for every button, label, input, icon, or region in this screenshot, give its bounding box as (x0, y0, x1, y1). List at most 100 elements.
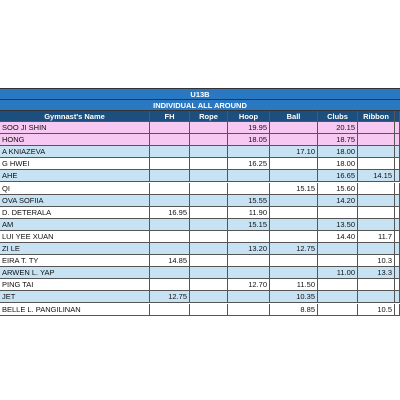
score-cell: 19.95 (228, 122, 270, 135)
score-cell (395, 158, 400, 171)
score-cell (270, 206, 318, 219)
score-cell (190, 255, 228, 268)
score-cell (358, 291, 395, 304)
score-cell: 15.15 (228, 218, 270, 231)
gymnast-name: G HWEI (0, 158, 150, 171)
score-cell (228, 146, 270, 159)
column-header: Clubs (318, 111, 358, 122)
gymnast-name: EIRA T. TY (0, 255, 150, 268)
gymnast-name: D. DETERALA (0, 206, 150, 219)
gymnast-name: SOO JI SHIN (0, 122, 150, 135)
score-cell (150, 218, 190, 231)
score-cell: 12.70 (228, 279, 270, 292)
score-cell: 15.55 (228, 194, 270, 207)
score-cell (190, 182, 228, 195)
score-cell: 14.40 (318, 230, 358, 243)
score-cell (395, 122, 400, 135)
score-cell (358, 243, 395, 256)
score-cell (228, 267, 270, 280)
column-header: Hoop (228, 111, 270, 122)
score-cell: 15.15 (270, 182, 318, 195)
column-header: Ball (270, 111, 318, 122)
score-cell (395, 182, 400, 195)
score-cell (395, 134, 400, 147)
score-cell (395, 170, 400, 183)
column-header: FH (150, 111, 190, 122)
score-cell (358, 218, 395, 231)
score-cell (395, 243, 400, 256)
score-cell (190, 218, 228, 231)
score-cell: 14.85 (150, 255, 190, 268)
score-cell (190, 134, 228, 147)
score-cell (150, 303, 190, 316)
score-cell (395, 230, 400, 243)
score-cell (150, 170, 190, 183)
score-cell (150, 146, 190, 159)
score-cell (270, 267, 318, 280)
score-cell: 13.3 (358, 267, 395, 280)
score-cell (190, 303, 228, 316)
score-cell: 13.50 (318, 218, 358, 231)
score-cell: 12.75 (150, 291, 190, 304)
gymnast-name: LUI YEE XUAN (0, 230, 150, 243)
score-cell (190, 206, 228, 219)
table-title: U13B (0, 88, 400, 100)
score-cell: 11.00 (318, 267, 358, 280)
score-cell (228, 182, 270, 195)
score-cell (228, 291, 270, 304)
gymnast-name: QI (0, 182, 150, 195)
score-cell: 18.05 (228, 134, 270, 147)
score-cell (395, 291, 400, 304)
score-cell (395, 146, 400, 159)
gymnast-name: HONG (0, 134, 150, 147)
score-cell (150, 122, 190, 135)
score-cell (190, 194, 228, 207)
gymnast-name: ZI LE (0, 243, 150, 256)
score-cell (190, 267, 228, 280)
score-cell (190, 122, 228, 135)
score-cell (228, 303, 270, 316)
score-cell (228, 170, 270, 183)
table-subtitle: INDIVIDUAL ALL AROUND (0, 100, 400, 111)
score-cell: 14.15 (358, 170, 395, 183)
score-cell (358, 158, 395, 171)
score-cell (395, 218, 400, 231)
score-cell (318, 279, 358, 292)
score-cell: 14.20 (318, 194, 358, 207)
score-cell: 11.7 (358, 230, 395, 243)
score-cell: 10.5 (358, 303, 395, 316)
score-cell (395, 194, 400, 207)
score-cell (395, 206, 400, 219)
score-cell (358, 134, 395, 147)
gymnast-name: ARWEN L. YAP (0, 267, 150, 280)
score-cell (318, 243, 358, 256)
score-cell (318, 303, 358, 316)
score-cell: 13.20 (228, 243, 270, 256)
score-cell (190, 170, 228, 183)
score-cell: 20.15 (318, 122, 358, 135)
gymnast-name: A KNIAZEVA (0, 146, 150, 159)
score-cell: 12.75 (270, 243, 318, 256)
score-cell (150, 194, 190, 207)
column-header: Rope (190, 111, 228, 122)
score-cell (190, 279, 228, 292)
score-cell (358, 279, 395, 292)
score-cell (190, 230, 228, 243)
score-cell: 15.60 (318, 182, 358, 195)
score-cell (150, 267, 190, 280)
score-cell (358, 182, 395, 195)
score-cell (358, 122, 395, 135)
score-cell (190, 243, 228, 256)
score-cell: 8.85 (270, 303, 318, 316)
column-header: Ribbon (358, 111, 395, 122)
score-cell (395, 255, 400, 268)
score-cell (270, 122, 318, 135)
score-cell (358, 146, 395, 159)
score-cell (270, 134, 318, 147)
gymnast-name: OVA SOFIIA (0, 194, 150, 207)
score-cell (228, 255, 270, 268)
score-cell: 10.3 (358, 255, 395, 268)
score-cell (150, 134, 190, 147)
score-cell (395, 303, 400, 316)
